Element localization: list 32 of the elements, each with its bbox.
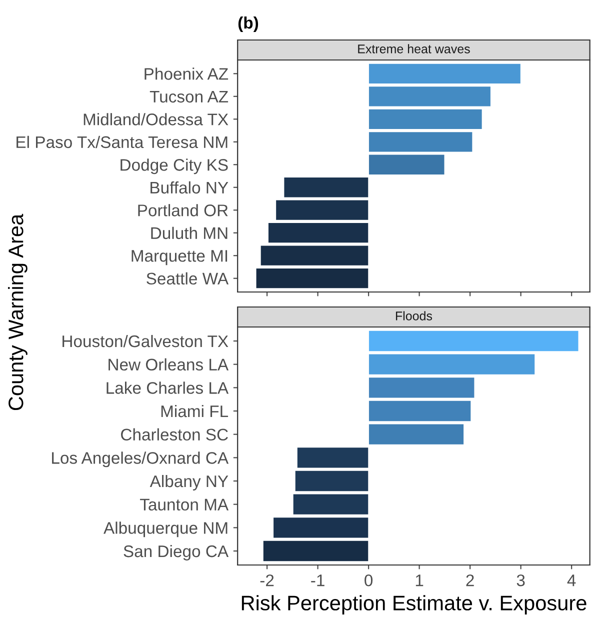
x-tick-label: 1 [416, 574, 424, 586]
x-tick-label: 2 [466, 574, 474, 586]
y-tick-label: Los Angeles/Oxnard CA [52, 452, 229, 468]
y-tick-label: El Paso Tx/Santa Teresa NM [16, 136, 228, 148]
y-tick-label: Phoenix AZ [144, 68, 228, 80]
y-tick-label: Portland OR [138, 204, 228, 216]
chart-title: (b) [238, 16, 258, 32]
y-tick-label: Dodge City KS [120, 158, 228, 174]
y-tick-label: Lake Charles LA [106, 382, 229, 394]
y-tick-label: Tucson AZ [150, 90, 228, 103]
y-tick-label: Taunton MA [140, 498, 229, 511]
y-axis-title: County Warning Area [8, 214, 28, 410]
x-tick-label: 0 [364, 574, 373, 586]
y-tick-label: San Diego CA [124, 544, 229, 560]
y-tick-label: Marquette MI [132, 250, 228, 266]
x-axis-title: Risk Perception Estimate v. Exposure [242, 595, 586, 615]
x-tick-label: 4 [567, 574, 576, 586]
y-tick-label: Seattle WA [146, 272, 229, 285]
y-tick-label: Duluth MN [151, 226, 228, 240]
y-tick-label: New Orleans LA [108, 358, 229, 371]
y-tick-label: Charleston SC [121, 428, 228, 441]
y-tick-label: Albuquerque NM [104, 522, 228, 538]
y-tick-label: Houston/Galveston TX [62, 334, 228, 348]
x-tick-label: -2 [260, 574, 274, 586]
chart-subtitle: Floods [396, 311, 432, 320]
y-tick-label: Buffalo NY [150, 181, 228, 194]
x-tick-label: -1 [311, 574, 324, 586]
x-tick-label: 3 [516, 574, 525, 586]
y-tick-label: Albany NY [150, 474, 228, 490]
y-tick-label: Midland/Odessa TX [84, 113, 228, 126]
y-tick-label: Miami FL [161, 404, 228, 418]
chart-subtitle: Extreme heat waves [358, 44, 470, 54]
